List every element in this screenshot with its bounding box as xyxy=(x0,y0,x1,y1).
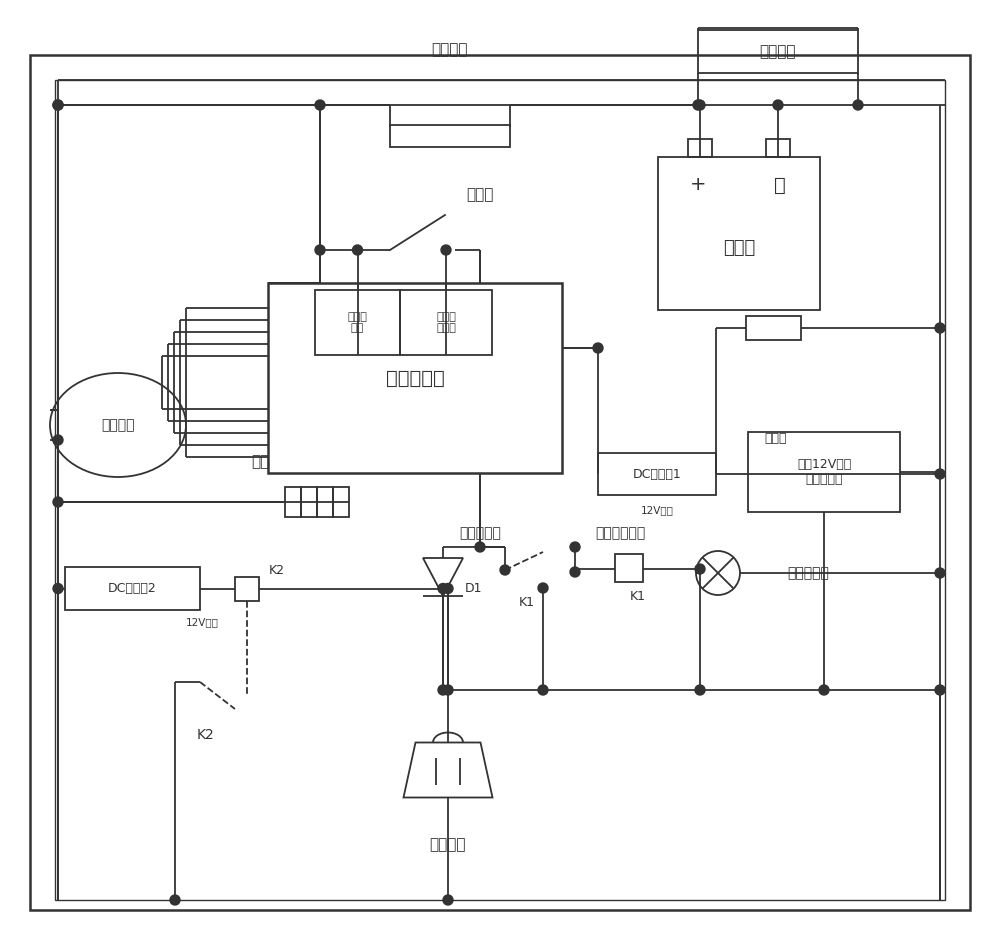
Circle shape xyxy=(935,469,945,479)
Text: －: － xyxy=(774,176,786,194)
Bar xyxy=(268,283,562,473)
Bar xyxy=(766,139,790,157)
Bar xyxy=(746,316,801,340)
Text: 低电平刹车: 低电平刹车 xyxy=(459,526,501,540)
Bar xyxy=(301,487,317,517)
Bar xyxy=(688,139,712,157)
Circle shape xyxy=(53,497,63,507)
Bar xyxy=(748,432,900,512)
Circle shape xyxy=(438,583,448,594)
Text: 12V输出: 12V输出 xyxy=(186,617,219,627)
Text: K2: K2 xyxy=(269,564,285,577)
Circle shape xyxy=(170,895,180,905)
Circle shape xyxy=(773,100,783,110)
Text: 充电插座: 充电插座 xyxy=(430,838,466,853)
Text: DC转换器2: DC转换器2 xyxy=(108,582,157,595)
Bar xyxy=(65,567,200,610)
Text: 空气开关: 空气开关 xyxy=(432,42,468,57)
Text: 保险丝: 保险丝 xyxy=(765,431,787,444)
Circle shape xyxy=(443,895,453,905)
Text: 其他功
能部件: 其他功 能部件 xyxy=(436,311,456,333)
Circle shape xyxy=(935,323,945,333)
Circle shape xyxy=(352,245,362,255)
Text: D1: D1 xyxy=(464,583,482,596)
Bar xyxy=(285,487,301,517)
Bar xyxy=(400,290,492,355)
Text: 中央控制器: 中央控制器 xyxy=(386,368,444,387)
Circle shape xyxy=(53,435,63,445)
Bar xyxy=(55,80,945,900)
Circle shape xyxy=(935,568,945,578)
Circle shape xyxy=(695,564,705,574)
Circle shape xyxy=(53,100,63,110)
Text: K1: K1 xyxy=(630,591,646,603)
Bar xyxy=(390,125,510,147)
Circle shape xyxy=(538,685,548,695)
Circle shape xyxy=(853,100,863,110)
Bar xyxy=(598,453,716,495)
Circle shape xyxy=(443,583,453,594)
Text: 刹车断电开关: 刹车断电开关 xyxy=(595,526,645,540)
Circle shape xyxy=(819,685,829,695)
Circle shape xyxy=(570,567,580,577)
Circle shape xyxy=(475,542,485,552)
Text: 暖风机等: 暖风机等 xyxy=(760,44,796,59)
Bar xyxy=(615,554,643,582)
Text: 转把: 转把 xyxy=(251,454,269,469)
Text: 电池组: 电池组 xyxy=(723,239,755,257)
Bar xyxy=(235,577,259,600)
Circle shape xyxy=(538,583,548,593)
Bar xyxy=(333,487,349,517)
Text: K2: K2 xyxy=(196,728,214,742)
Text: 防盗报
警器: 防盗报 警器 xyxy=(348,311,367,333)
Circle shape xyxy=(500,565,510,575)
Circle shape xyxy=(693,100,703,110)
Circle shape xyxy=(441,245,451,255)
Text: DC转换器1: DC转换器1 xyxy=(633,468,681,481)
Text: 刹车信号灯: 刹车信号灯 xyxy=(787,566,829,580)
Text: 无刷电机: 无刷电机 xyxy=(101,418,135,432)
Circle shape xyxy=(443,685,453,695)
Circle shape xyxy=(53,583,63,594)
Bar xyxy=(658,157,820,310)
Circle shape xyxy=(53,100,63,110)
Circle shape xyxy=(935,685,945,695)
Circle shape xyxy=(695,100,705,110)
Circle shape xyxy=(438,685,448,695)
Text: +: + xyxy=(690,176,706,194)
Circle shape xyxy=(570,542,580,552)
Text: 电门锁: 电门锁 xyxy=(466,188,494,203)
Text: K1: K1 xyxy=(519,597,535,610)
Text: 12V输出: 12V输出 xyxy=(641,505,673,515)
Circle shape xyxy=(315,100,325,110)
Text: 其他12V用电
器及其开关: 其他12V用电 器及其开关 xyxy=(797,458,851,486)
Circle shape xyxy=(315,245,325,255)
Bar xyxy=(315,290,400,355)
Circle shape xyxy=(593,343,603,353)
Bar xyxy=(698,30,858,73)
Circle shape xyxy=(695,685,705,695)
Bar xyxy=(317,487,333,517)
